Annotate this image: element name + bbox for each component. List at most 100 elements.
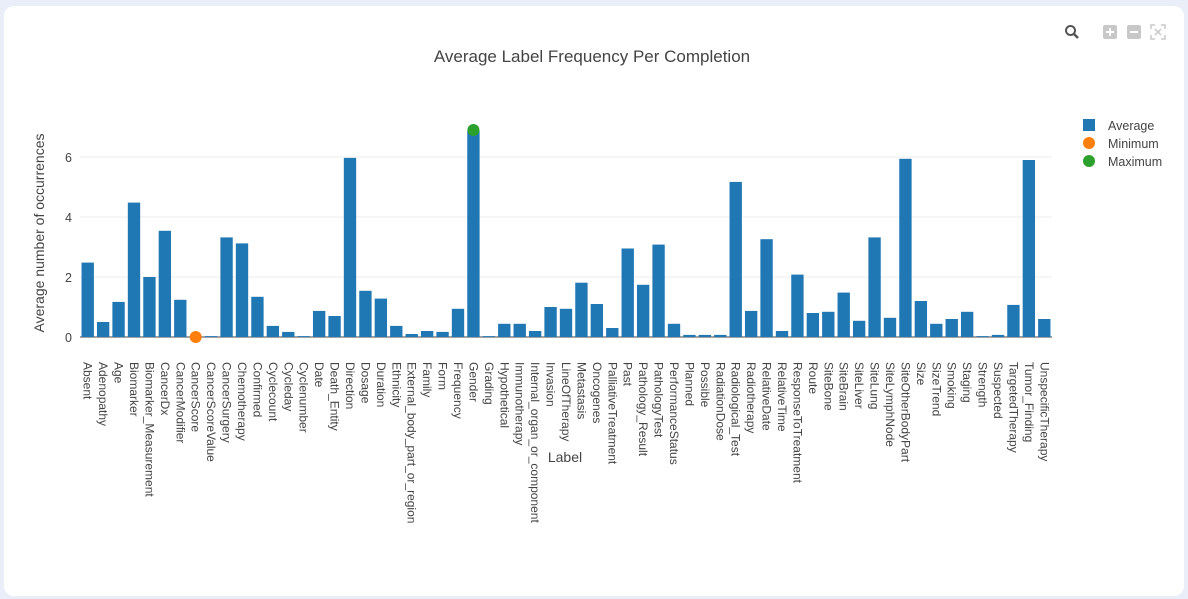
bar-RelativeDate[interactable] xyxy=(760,239,773,337)
x-tick-label: Oncogenes xyxy=(590,362,604,423)
bar-Pathology_Result[interactable] xyxy=(636,284,650,337)
bar-Radiotherapy[interactable] xyxy=(744,310,758,337)
bar-Size[interactable] xyxy=(914,301,928,337)
bar-Dosage[interactable] xyxy=(359,290,372,337)
bar-Cycleday[interactable] xyxy=(282,331,295,337)
bar-RelativeTime[interactable] xyxy=(775,331,789,337)
bar-CancerDx[interactable] xyxy=(158,230,172,337)
bar-Radiological_Test[interactable] xyxy=(729,181,742,337)
x-tick-label: Cycleday xyxy=(281,362,295,411)
x-tick-label: PathologyTest xyxy=(652,362,666,438)
legend-average[interactable]: Average xyxy=(1108,119,1154,133)
bar-Hypothetical[interactable] xyxy=(498,323,511,337)
x-tick-label: SiteLiver xyxy=(852,362,866,409)
bar-Gender[interactable] xyxy=(467,130,480,337)
legend[interactable]: Average Minimum Maximum xyxy=(1083,119,1162,169)
bar-Smoking[interactable] xyxy=(945,319,958,337)
bar-Past[interactable] xyxy=(621,248,634,338)
bar-Strength[interactable] xyxy=(976,336,989,337)
bar-CancerModifier[interactable] xyxy=(174,299,187,337)
bar-RadiationDose[interactable] xyxy=(714,334,727,337)
maximum-marker[interactable] xyxy=(467,124,480,136)
x-tick-label: Duration xyxy=(374,362,388,407)
bar-SiteLiver[interactable] xyxy=(852,320,866,337)
bar-Date[interactable] xyxy=(312,310,326,337)
x-tick-label: SiteBrain xyxy=(837,362,851,411)
x-tick-label: SiteLymphNode xyxy=(883,362,897,447)
legend-minimum[interactable]: Minimum xyxy=(1108,137,1159,151)
legend-minimum-swatch[interactable] xyxy=(1083,137,1095,149)
zoom-icon[interactable] xyxy=(1064,24,1080,40)
bar-Confirmed[interactable] xyxy=(251,296,264,337)
bar-Metastasis[interactable] xyxy=(575,282,588,337)
bar-TargetedTherapy[interactable] xyxy=(1007,304,1020,337)
bar-Frequency[interactable] xyxy=(451,308,465,337)
legend-maximum-swatch[interactable] xyxy=(1083,155,1095,167)
autoscale-icon[interactable] xyxy=(1150,24,1166,40)
bar-Oncogenes[interactable] xyxy=(590,304,604,337)
bar-Duration[interactable] xyxy=(374,298,388,337)
x-tick-label: Direction xyxy=(343,362,357,409)
x-tick-label: Radiotherapy xyxy=(744,362,758,433)
bar-CancerSurgery[interactable] xyxy=(220,237,233,337)
x-tick-label: Date xyxy=(312,362,326,388)
bar-LineOfTherapy[interactable] xyxy=(559,308,573,337)
bar-Suspected[interactable] xyxy=(991,334,1005,337)
bar-ResponseToTreatment[interactable] xyxy=(791,274,804,337)
bar-Form[interactable] xyxy=(436,331,449,337)
bar-Invasion[interactable] xyxy=(544,307,557,337)
bar-Immunotherapy[interactable] xyxy=(513,323,526,337)
bar-Biomarker_Measurement[interactable] xyxy=(143,277,156,337)
bar-Absent[interactable] xyxy=(81,262,94,337)
x-tick-label: TargetedTherapy xyxy=(1006,362,1020,453)
bar-PathologyTest[interactable] xyxy=(652,244,665,337)
legend-maximum[interactable]: Maximum xyxy=(1108,155,1162,169)
bar-CancerScoreValue[interactable] xyxy=(204,336,218,337)
x-tick-label: Radiological_Test xyxy=(729,362,743,457)
zoom-in-icon[interactable] xyxy=(1102,24,1118,40)
bar-Chemotherapy[interactable] xyxy=(235,243,249,337)
zoom-out-icon[interactable] xyxy=(1126,24,1142,40)
x-tick-label: External_body_part_or_region xyxy=(405,362,419,523)
bar-Direction[interactable] xyxy=(343,157,357,337)
bar-UnspecificTherapy[interactable] xyxy=(1038,319,1051,337)
bar-Possible[interactable] xyxy=(698,334,712,337)
minimum-marker[interactable] xyxy=(189,331,202,343)
bar-Grading[interactable] xyxy=(482,336,496,337)
bar-Internal_organ_or_component[interactable] xyxy=(528,331,542,337)
x-tick-label: Confirmed xyxy=(250,362,264,417)
bar-SiteLymphNode[interactable] xyxy=(883,317,897,337)
bar-PerformanceStatus[interactable] xyxy=(667,323,681,337)
bar-SiteOtherBodyPart[interactable] xyxy=(899,158,912,337)
bar-Death_Entity[interactable] xyxy=(328,316,341,337)
x-tick-label: SizeTrend xyxy=(929,362,943,416)
x-tick-label: Cyclecount xyxy=(266,362,280,422)
x-tick-label: Invasion xyxy=(544,362,558,407)
x-tick-label: Tumor_Finding xyxy=(1022,362,1036,442)
x-tick-label: Pathology_Result xyxy=(636,362,650,457)
legend-average-swatch[interactable] xyxy=(1083,119,1095,131)
bar-SiteBone[interactable] xyxy=(822,311,835,337)
bar-Planned[interactable] xyxy=(683,334,696,337)
bar-Family[interactable] xyxy=(420,331,434,337)
x-tick-label: UnspecificTherapy xyxy=(1037,362,1051,461)
bar-SiteBrain[interactable] xyxy=(837,292,850,337)
bar-Tumor_Finding[interactable] xyxy=(1022,160,1036,337)
x-tick-label: Ethnicity xyxy=(389,362,403,407)
x-tick-label: Chemotherapy xyxy=(235,362,249,441)
bar-Cyclenumber[interactable] xyxy=(297,336,310,337)
bar-External_body_part_or_region[interactable] xyxy=(405,334,418,337)
bar-Cyclecount[interactable] xyxy=(266,325,280,337)
bar-SiteLung[interactable] xyxy=(868,237,881,337)
bar-Staging[interactable] xyxy=(960,311,974,337)
bar-Ethnicity[interactable] xyxy=(390,325,403,337)
x-tick-label: RelativeDate xyxy=(760,362,774,431)
bar-Age[interactable] xyxy=(112,301,125,337)
bar-PalliativeTreatment[interactable] xyxy=(606,328,619,337)
y-tick-label: 6 xyxy=(65,151,72,165)
bar-SizeTrend[interactable] xyxy=(930,323,943,337)
bar-Biomarker[interactable] xyxy=(127,202,141,337)
bar-Adenopathy[interactable] xyxy=(96,322,110,337)
bar-Route[interactable] xyxy=(806,313,820,337)
